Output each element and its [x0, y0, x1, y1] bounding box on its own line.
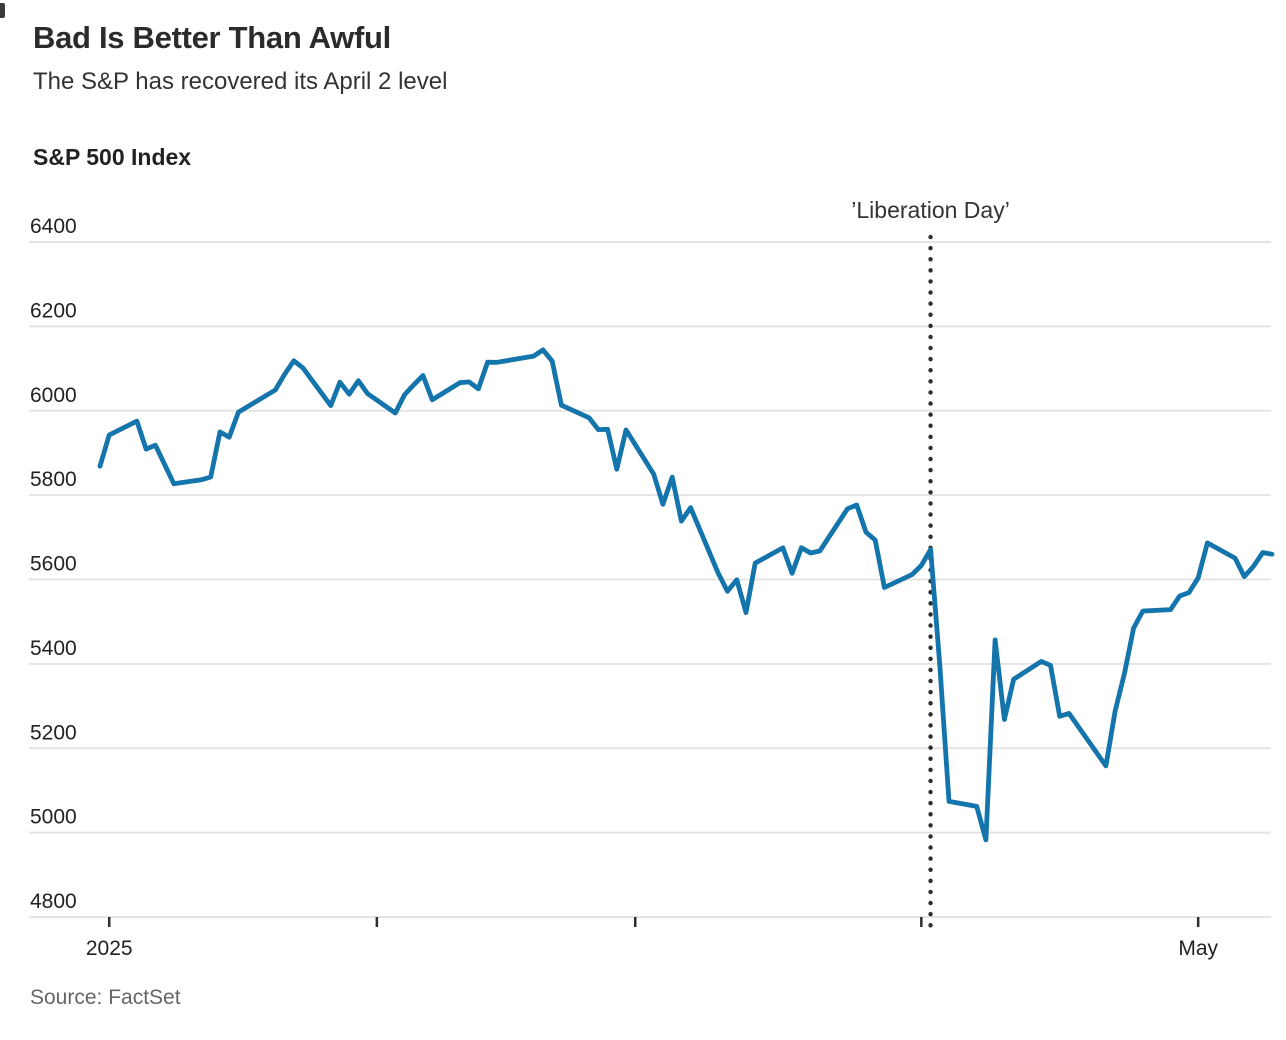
- y-axis-label: 5200: [30, 721, 77, 744]
- y-axis-label: 5000: [30, 806, 77, 829]
- y-axis-label: 5600: [30, 553, 77, 576]
- y-axis-label: 5400: [30, 637, 77, 660]
- y-axis-label: 6000: [30, 384, 77, 407]
- x-tick-label: 2025: [86, 937, 133, 960]
- y-axis-label: 6200: [30, 299, 77, 322]
- series-name-label: S&P 500 Index: [33, 144, 192, 170]
- y-axis-label: 6400: [30, 215, 77, 238]
- y-axis-label: 4800: [30, 890, 77, 913]
- x-tick-label: May: [1178, 937, 1218, 960]
- annotation-label: ’Liberation Day’: [851, 197, 1010, 223]
- chart-title: Bad Is Better Than Awful: [33, 20, 391, 55]
- source-note: Source: FactSet: [30, 986, 181, 1009]
- y-axis-label: 5800: [30, 468, 77, 491]
- corner-artifact: [0, 3, 5, 18]
- chart-subtitle: The S&P has recovered its April 2 level: [33, 68, 448, 95]
- price-line: [97, 347, 1275, 843]
